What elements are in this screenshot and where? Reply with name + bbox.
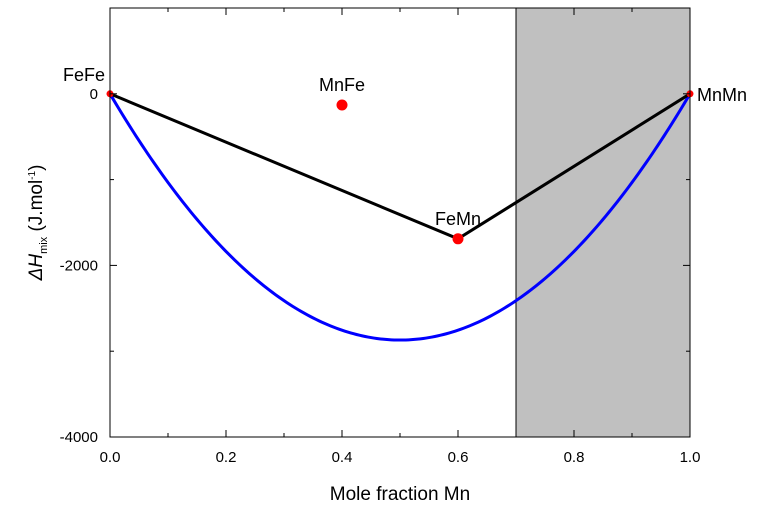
point-label: MnMn [697, 85, 747, 105]
x-tick-label: 0.4 [332, 449, 353, 466]
y-axis-title-unit-close: ) [26, 165, 47, 171]
y-axis-title-subscript: mix [38, 236, 50, 254]
axis-ticks [109, 7, 691, 438]
x-axis-title: Mole fraction Mn [330, 484, 470, 505]
y-axis-title-symbol: H [26, 254, 47, 268]
data-point-labels: FeFe MnFe FeMn MnMn [63, 65, 747, 229]
data-point [336, 99, 348, 111]
x-tick-label: 0.8 [564, 449, 585, 466]
y-tick-label: -4000 [60, 429, 98, 446]
y-tick-label: -2000 [60, 257, 98, 274]
x-tick-label: 0.0 [100, 449, 121, 466]
y-axis-title-unit-open: (J.mol [26, 180, 47, 237]
axis-tick-labels: 0.0 0.2 0.4 0.6 0.8 1.0 -4000 -2000 0 [60, 86, 701, 466]
y-tick-label: 0 [90, 86, 98, 103]
data-point [452, 233, 464, 245]
point-label: MnFe [319, 75, 365, 95]
series-blue-curve [108, 93, 692, 342]
x-tick-label: 0.6 [448, 449, 469, 466]
x-tick-label: 1.0 [680, 449, 701, 466]
point-label: FeMn [435, 209, 481, 229]
y-axis-title-unit-exponent: -1 [27, 170, 38, 179]
y-axis-title-delta: Δ [26, 268, 47, 282]
y-axis-title: ΔHmix (J.mol-1) [26, 165, 50, 282]
point-label: FeFe [63, 65, 105, 85]
x-tick-label: 0.2 [216, 449, 237, 466]
shaded-region [515, 7, 691, 438]
